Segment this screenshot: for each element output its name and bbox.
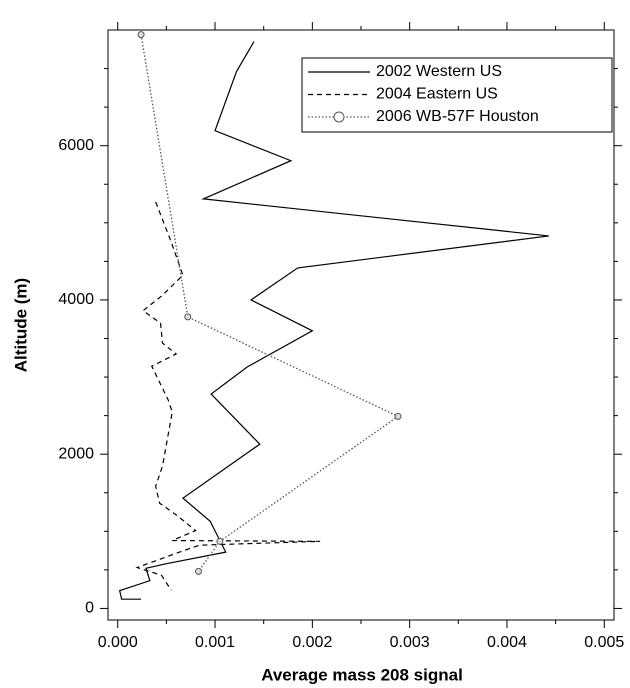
point-marker xyxy=(184,313,192,321)
x-tick-label: 0.003 xyxy=(390,634,430,651)
legend-marker xyxy=(333,111,345,123)
y-tick-label: 2000 xyxy=(58,445,94,462)
legend-label: 2004 Eastern US xyxy=(376,86,498,103)
x-tick-label: 0.004 xyxy=(487,634,527,651)
point-marker xyxy=(194,567,202,575)
point-marker xyxy=(394,412,402,420)
y-axis-title: Altitude (m) xyxy=(11,278,30,372)
x-axis-title: Average mass 208 signal xyxy=(261,665,463,684)
y-tick-label: 4000 xyxy=(58,291,94,308)
legend-label: 2002 Western US xyxy=(376,63,502,80)
x-tick-label: 0.002 xyxy=(292,634,332,651)
point-marker xyxy=(216,537,224,545)
series-line xyxy=(135,201,321,591)
y-tick-label: 6000 xyxy=(58,137,94,154)
x-tick-label: 0.001 xyxy=(195,634,235,651)
y-tick-label: 0 xyxy=(85,600,94,617)
x-tick-label: 0.000 xyxy=(98,634,138,651)
series-line xyxy=(118,41,549,600)
point-marker xyxy=(137,31,145,39)
x-tick-label: 0.005 xyxy=(584,634,624,651)
legend-label: 2006 WB-57F Houston xyxy=(376,108,539,125)
